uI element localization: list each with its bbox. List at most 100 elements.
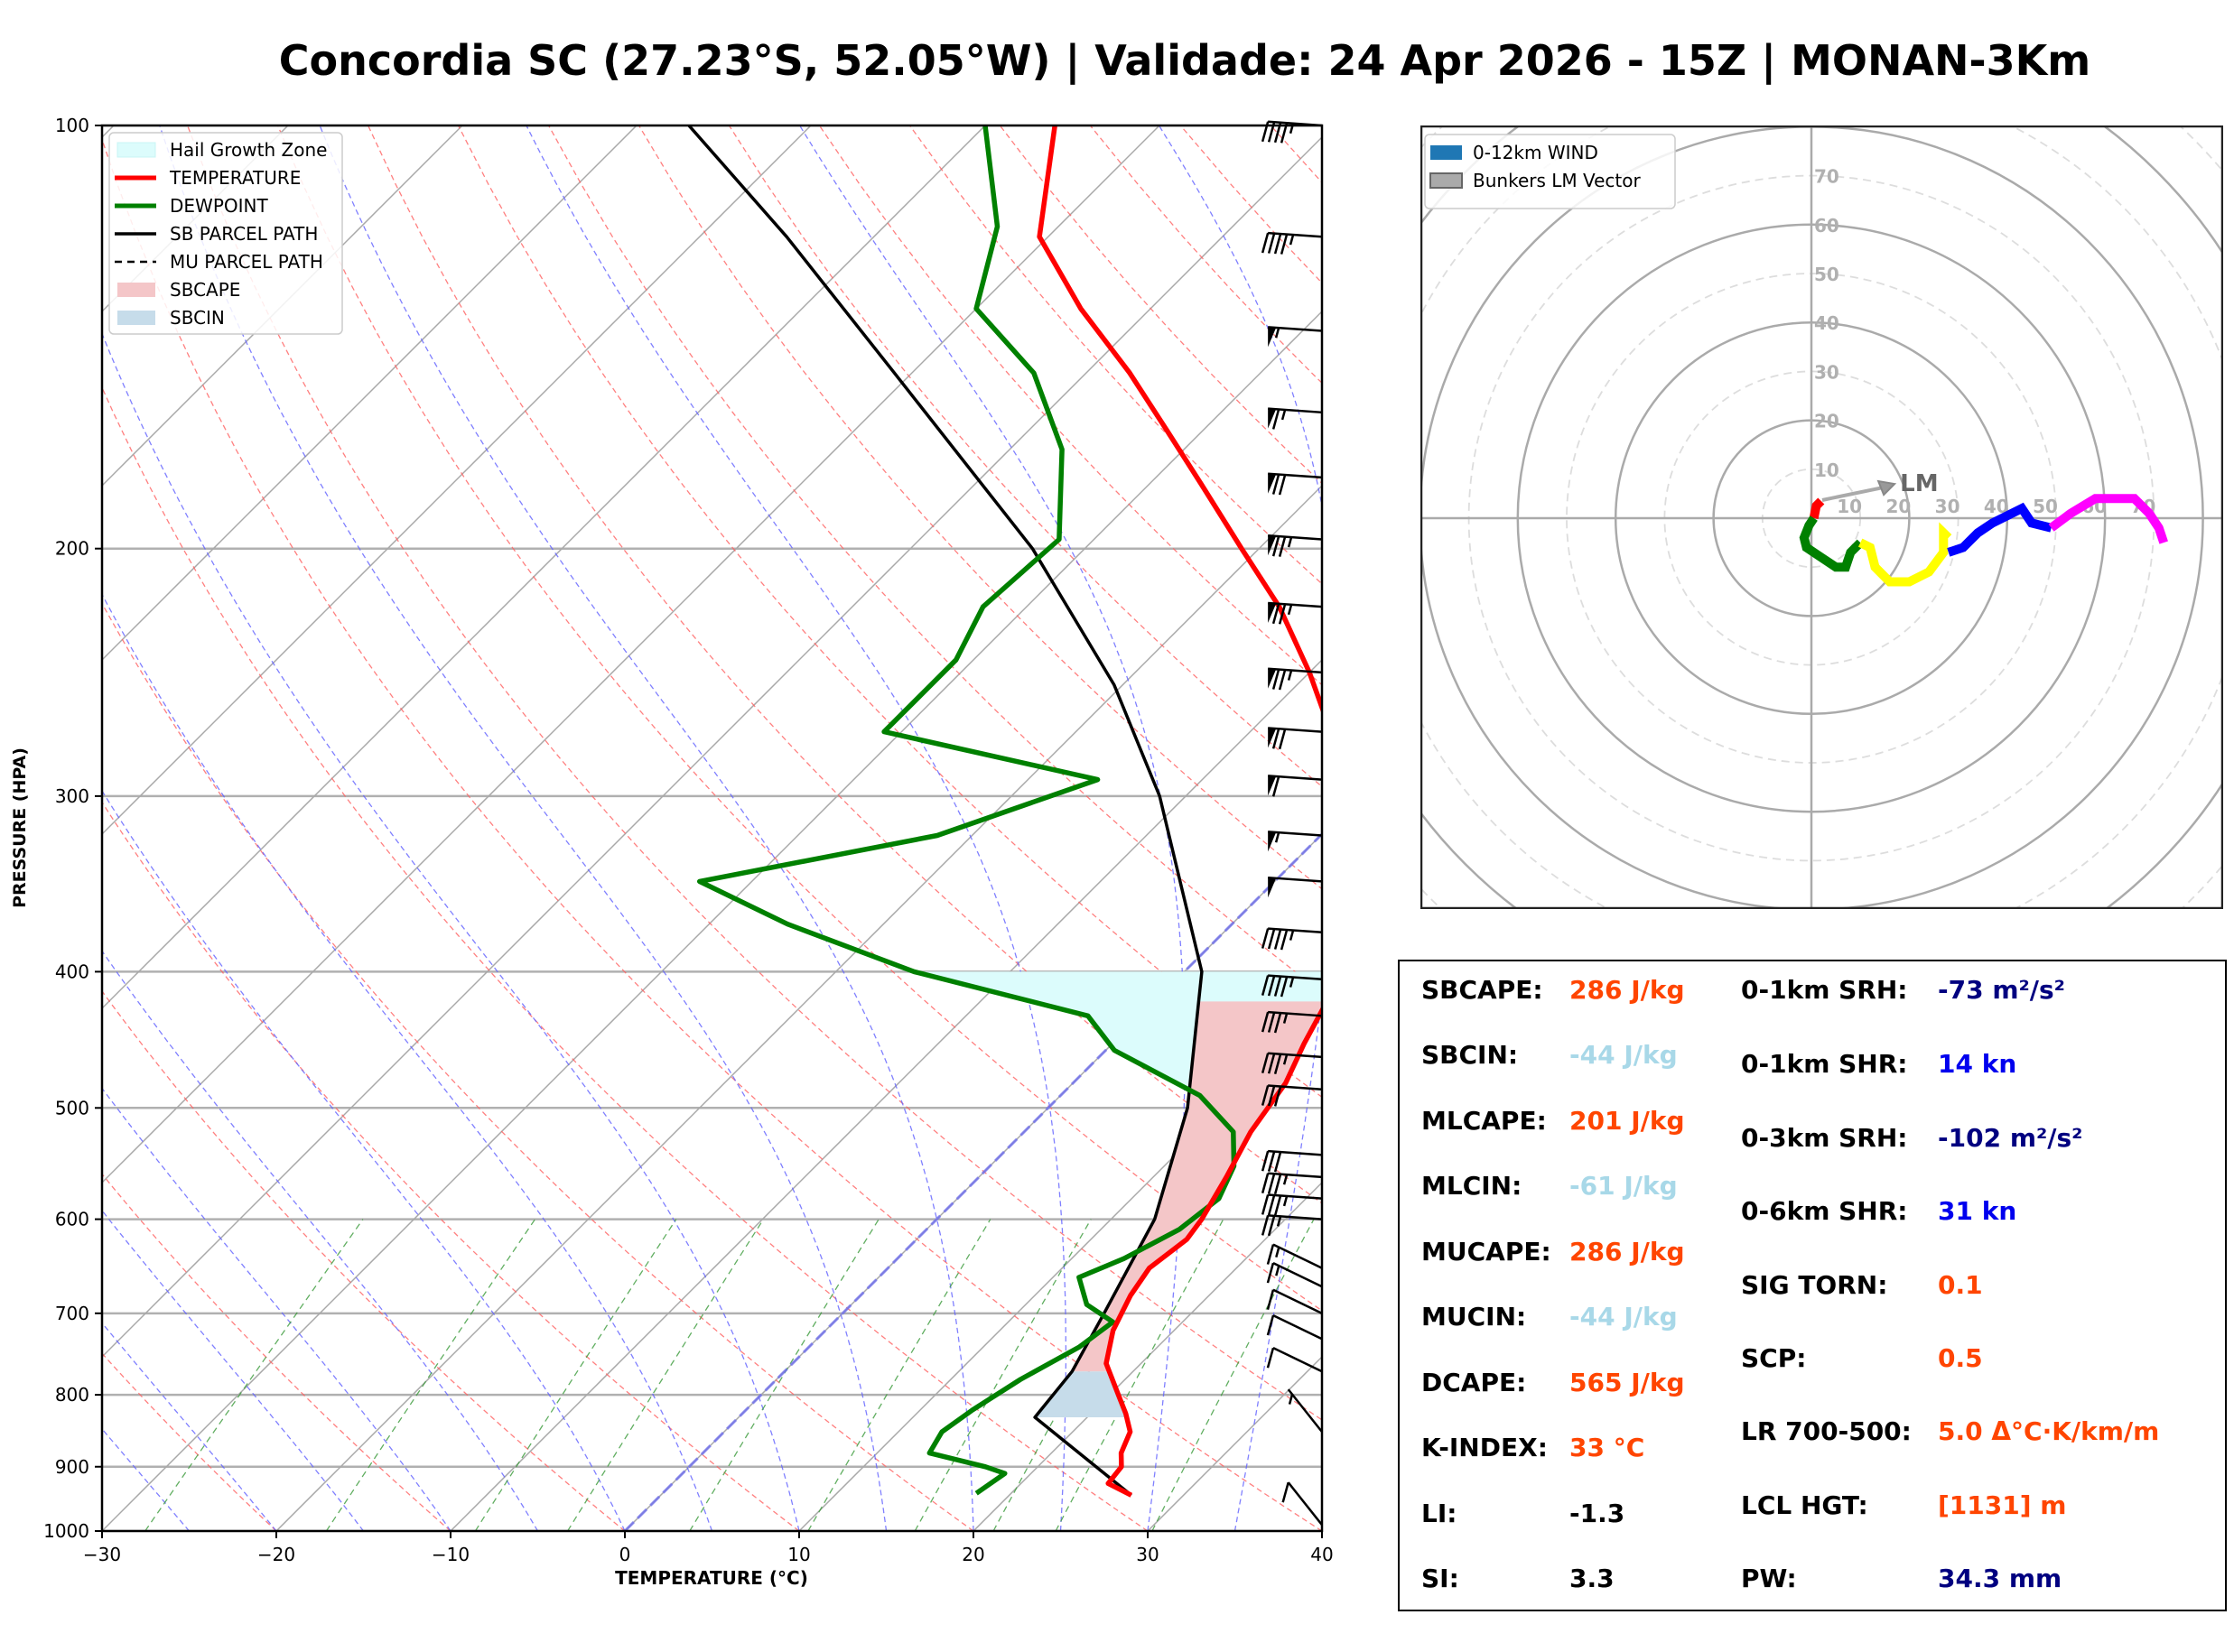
index-label: MUCAPE:	[1421, 1237, 1551, 1267]
index-value: -1.3	[1569, 1499, 1625, 1528]
index-label: DCAPE:	[1421, 1368, 1527, 1397]
hodograph-rings	[1420, 125, 2223, 909]
index-label: LI:	[1421, 1499, 1457, 1528]
wind-barb	[1268, 667, 1323, 691]
index-label: SCP:	[1741, 1343, 1807, 1373]
hodograph-segment-9-12km	[2048, 494, 2168, 544]
wind-barb	[1261, 1149, 1323, 1173]
dry-adiabat	[728, 125, 1322, 788]
temperature-line	[1037, 125, 1322, 1498]
lm-arrow-shaft	[1821, 485, 1888, 502]
ring-label-u: 30	[1935, 496, 1960, 517]
legend-label-dewpoint: DEWPOINT	[170, 195, 268, 217]
legend-swatch-sbcin	[117, 311, 155, 325]
moist-adiabat	[102, 1322, 277, 1531]
lm-label: LM	[1900, 470, 1938, 497]
sbcin-fill	[1035, 1371, 1127, 1417]
mixing-ratio-line	[567, 1219, 765, 1531]
dry-adiabat	[102, 137, 1322, 1531]
isotherm	[102, 125, 812, 836]
wind-barb	[1268, 601, 1323, 625]
skew-t-axes: −30 −20 −10 0 10 20 30 40 100 200 300 400 500 600 700 8…	[43, 115, 1334, 1565]
legend-label-wind: 0-12km WIND	[1473, 142, 1598, 163]
wind-barb	[1261, 1172, 1323, 1195]
y-tick-label: 300	[55, 785, 89, 807]
index-label: MLCAPE:	[1421, 1106, 1547, 1136]
isotherm	[102, 125, 986, 1010]
index-value: -73 m²/s²	[1938, 975, 2065, 1005]
dry-adiabat	[638, 125, 1322, 890]
dry-adiabat	[908, 125, 1322, 585]
isotherm	[102, 310, 1322, 1531]
moist-adiabat	[526, 125, 1067, 1531]
index-value: 5.0 Δ°C·K/km/m	[1938, 1416, 2160, 1446]
dry-adiabat	[186, 125, 1322, 1421]
legend-label-sb-parcel: SB PARCEL PATH	[170, 223, 318, 245]
hodograph-frame	[1420, 125, 2223, 909]
hodograph-segment-3-6km	[1857, 522, 1952, 587]
dry-adiabat	[102, 602, 974, 1531]
mixing-ratio-line	[807, 1219, 991, 1531]
dry-adiabat	[102, 1173, 451, 1531]
y-tick-label: 900	[55, 1456, 89, 1478]
index-value: -102 m²/s²	[1938, 1123, 2083, 1153]
dry-adiabat	[457, 125, 1322, 1099]
dry-adiabat	[1270, 125, 1322, 184]
index-label: MUCIN:	[1421, 1302, 1527, 1332]
index-value: 31 kn	[1938, 1196, 2017, 1226]
wind-barb	[1268, 775, 1323, 797]
index-label: LR 700-500:	[1741, 1416, 1912, 1446]
indices-panel	[1398, 960, 2227, 1611]
y-tick-label: 100	[55, 115, 89, 136]
dry-adiabat	[999, 125, 1322, 485]
hodograph-trace	[1799, 494, 2168, 587]
moist-adiabat	[799, 125, 1186, 1531]
index-label: SI:	[1421, 1564, 1459, 1593]
index-label: 0-1km SHR:	[1741, 1049, 1908, 1079]
mixing-ratio-line	[144, 1219, 364, 1531]
isotherm	[102, 125, 638, 662]
index-value: 33 °C	[1569, 1433, 1645, 1462]
wind-barbs	[1261, 120, 1323, 1526]
mixing-ratio-line	[1055, 1219, 1224, 1531]
y-axis-label: PRESSURE (HPA)	[10, 747, 30, 908]
wind-barb	[1268, 407, 1323, 430]
wind-barb	[1261, 231, 1323, 255]
x-tick-label: −20	[257, 1544, 295, 1565]
skew-t-profiles	[687, 125, 1322, 1498]
index-label: 0-6km SHR:	[1741, 1196, 1908, 1226]
skew-t-frame	[100, 124, 1324, 1533]
index-value: 286 J/kg	[1569, 1237, 1685, 1267]
x-tick-label: 20	[962, 1544, 984, 1565]
ring-label-u: 20	[1885, 496, 1911, 517]
legend-swatch-hgz	[116, 142, 156, 158]
x-tick-label: −10	[432, 1544, 470, 1565]
moist-adiabat	[1158, 125, 1322, 1531]
isotherm	[624, 832, 1322, 1531]
ring-label-v: 10	[1814, 459, 1839, 481]
x-tick-label: −30	[83, 1544, 121, 1565]
index-value: -44 J/kg	[1569, 1302, 1678, 1332]
moist-adiabat	[102, 1210, 365, 1531]
ring-label-v: 50	[1814, 264, 1839, 285]
moist-adiabat	[102, 331, 800, 1531]
isotherm	[973, 1181, 1322, 1531]
wind-barb	[1266, 1347, 1323, 1373]
moist-adiabat	[1321, 1528, 1322, 1531]
moist-adiabat	[159, 125, 888, 1531]
index-label: PW:	[1741, 1564, 1797, 1593]
wind-barb	[1261, 927, 1323, 951]
ring-label-v: 30	[1814, 361, 1839, 383]
mixing-ratio-line	[689, 1219, 880, 1531]
isotherm	[102, 135, 1322, 1359]
wind-barb	[1261, 1010, 1323, 1034]
wind-barb	[1268, 326, 1323, 348]
index-label: MLCIN:	[1421, 1171, 1522, 1201]
ring-label-v: 20	[1814, 411, 1839, 432]
hodograph-segment-1-3km	[1799, 515, 1864, 572]
dry-adiabat	[368, 125, 1322, 1204]
wind-barb	[1281, 1481, 1323, 1526]
freezing-isotherm	[623, 831, 1322, 1531]
dry-adiabat	[547, 125, 1322, 994]
